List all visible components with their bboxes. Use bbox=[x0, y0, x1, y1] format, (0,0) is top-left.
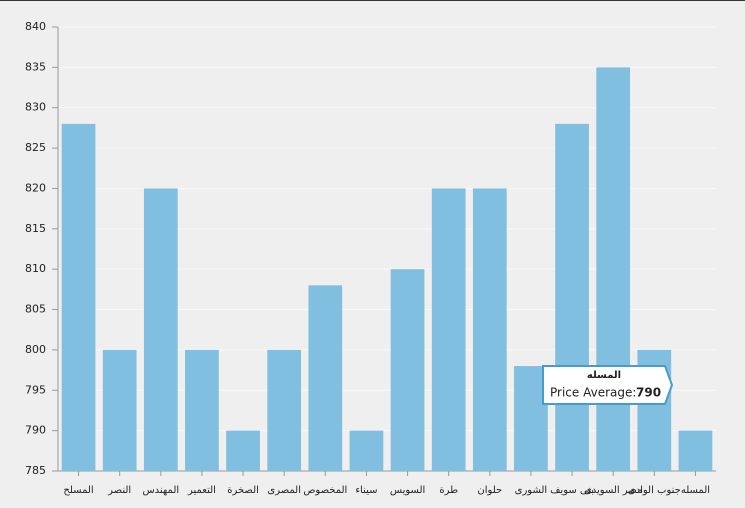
x-tick-label: الشورى bbox=[515, 485, 548, 496]
y-tick-label: 825 bbox=[25, 141, 46, 154]
bar bbox=[555, 123, 589, 471]
bar bbox=[61, 123, 96, 471]
x-tick-label: طرة bbox=[439, 485, 458, 496]
y-tick-label: 795 bbox=[25, 383, 46, 396]
y-tick-label: 835 bbox=[25, 60, 46, 73]
y-tick-label: 820 bbox=[25, 181, 46, 194]
y-tick-label: 790 bbox=[25, 424, 46, 437]
y-tick-label: 800 bbox=[25, 343, 46, 356]
x-tick-label: المصرى bbox=[267, 485, 301, 496]
x-tick-label: التعمير bbox=[187, 485, 216, 496]
bar bbox=[143, 188, 178, 472]
y-tick-label: 805 bbox=[25, 303, 46, 316]
bar bbox=[267, 349, 302, 471]
x-tick-label: سيناء bbox=[355, 485, 377, 496]
bar bbox=[472, 188, 507, 472]
tooltip-label: Price Average: bbox=[550, 386, 636, 400]
x-tick-label: المسله bbox=[681, 485, 710, 496]
y-tick-label: 815 bbox=[25, 222, 46, 235]
y-tick-label: 785 bbox=[25, 464, 46, 477]
bar bbox=[678, 430, 713, 471]
x-tick-label: الصخرة bbox=[227, 485, 259, 496]
tooltip-value: 790 bbox=[636, 386, 661, 400]
bar bbox=[431, 188, 466, 472]
bar bbox=[102, 349, 137, 471]
y-tick-label: 810 bbox=[25, 262, 46, 275]
x-tick-label: المهندس bbox=[142, 485, 179, 496]
bar bbox=[226, 430, 260, 471]
tooltip: المسله Price Average: 790 bbox=[542, 365, 674, 405]
bar bbox=[390, 269, 425, 471]
bar bbox=[349, 430, 384, 471]
bar bbox=[308, 285, 343, 471]
bar bbox=[185, 349, 219, 471]
bar bbox=[596, 67, 631, 471]
x-tick-label: جنوب الوادى bbox=[628, 485, 681, 496]
y-tick-label: 830 bbox=[25, 101, 46, 114]
y-tick-label: 840 bbox=[25, 20, 46, 33]
x-tick-label: المخصوص bbox=[303, 485, 347, 496]
tooltip-title: المسله bbox=[587, 370, 621, 381]
tooltip-box bbox=[542, 365, 674, 405]
x-tick-label: النصر bbox=[107, 485, 131, 496]
x-tick-label: مصر السويدى bbox=[584, 485, 643, 496]
x-tick-label: السويس bbox=[390, 485, 425, 496]
x-tick-label: المسلح bbox=[63, 485, 93, 496]
x-tick-label: حلوان bbox=[477, 485, 502, 496]
x-tick-label: بنى سويف bbox=[550, 485, 594, 496]
